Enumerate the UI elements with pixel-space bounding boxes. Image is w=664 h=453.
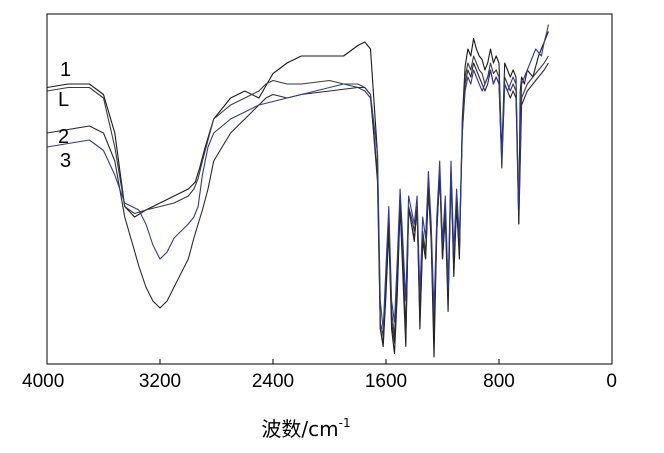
- x-tick-label: 1600: [365, 371, 407, 392]
- series-line-3: [46, 24, 549, 330]
- series-label-3: 3: [60, 150, 71, 172]
- series-label-l: L: [58, 89, 69, 111]
- x-axis-title: 波数/cm-1: [261, 416, 350, 441]
- x-tick-label: 800: [483, 371, 515, 392]
- spectrum-lines: [46, 24, 549, 358]
- x-tick-label: 2400: [252, 371, 294, 392]
- x-axis-ticks: 4000 3200 2400 1600 800 0: [22, 359, 617, 392]
- series-labels: 1 L 23: [58, 59, 71, 172]
- x-tick-label: 0: [606, 371, 617, 392]
- series-label-1: 1: [60, 59, 71, 81]
- x-tick-label: 3200: [139, 371, 181, 392]
- x-tick-label: 4000: [22, 371, 64, 392]
- plot-frame: [46, 13, 613, 365]
- series-line-2: [46, 62, 549, 344]
- series-label-2: 2: [58, 126, 69, 148]
